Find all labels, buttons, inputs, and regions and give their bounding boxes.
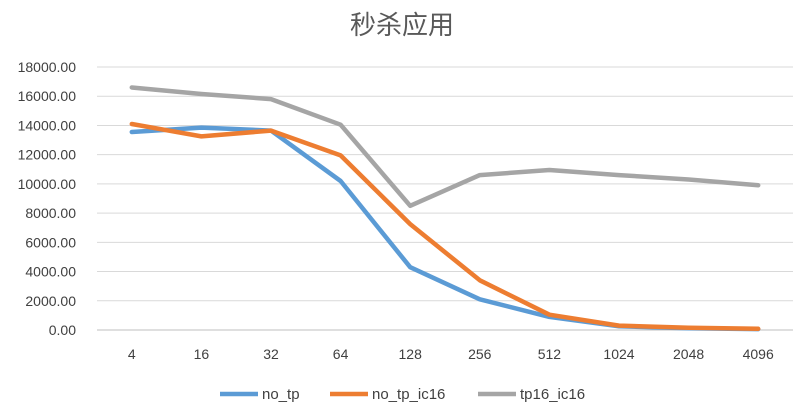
x-axis-tick-labels: 4 16 32 64 128 256 512 1024 2048 4096 xyxy=(128,346,774,362)
x-tick-label: 512 xyxy=(538,346,562,362)
y-tick-label: 14000.00 xyxy=(18,117,77,133)
y-tick-label: 12000.00 xyxy=(18,147,77,163)
series-lines xyxy=(129,85,761,332)
series-line-tp16-ic16 xyxy=(129,85,761,209)
y-tick-label: 10000.00 xyxy=(18,176,77,192)
y-tick-label: 2000.00 xyxy=(25,293,76,309)
y-tick-label: 18000.00 xyxy=(18,59,77,75)
x-tick-label: 16 xyxy=(194,346,210,362)
gridlines xyxy=(97,66,793,331)
chart-title: 秒杀应用 xyxy=(350,11,454,41)
y-tick-label: 16000.00 xyxy=(18,88,77,104)
y-tick-label: 4000.00 xyxy=(25,264,76,280)
legend-label: no_tp_ic16 xyxy=(372,386,445,403)
series-line-no-tp xyxy=(129,125,761,332)
x-tick-label: 128 xyxy=(399,346,423,362)
x-tick-label: 4096 xyxy=(743,346,774,362)
x-tick-label: 32 xyxy=(263,346,279,362)
x-tick-label: 1024 xyxy=(603,346,634,362)
x-tick-label: 256 xyxy=(468,346,492,362)
x-tick-label: 4 xyxy=(128,346,136,362)
y-tick-label: 8000.00 xyxy=(25,205,76,221)
legend-label: tp16_ic16 xyxy=(520,386,585,403)
legend-label: no_tp xyxy=(262,386,300,403)
x-tick-label: 64 xyxy=(333,346,349,362)
legend: no_tp no_tp_ic16 tp16_ic16 xyxy=(220,386,585,403)
y-tick-label: 0.00 xyxy=(49,322,76,338)
y-tick-label: 6000.00 xyxy=(25,234,76,250)
series-line-no-tp-ic16 xyxy=(129,121,761,332)
x-tick-label: 2048 xyxy=(673,346,704,362)
y-axis-tick-labels: 0.00 2000.00 4000.00 6000.00 8000.00 10000.00… xyxy=(18,59,77,338)
